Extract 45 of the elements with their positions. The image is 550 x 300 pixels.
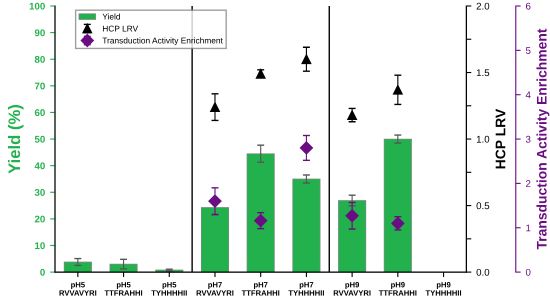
y3-tick-label: 6: [526, 2, 530, 10]
y-tick-label: 10: [35, 242, 45, 250]
y2-tick-label: 1.5: [476, 69, 490, 76]
legend-label: HCP LRV: [102, 26, 138, 32]
point: [208, 194, 222, 208]
point: [300, 141, 313, 155]
y2-axis-title: HCP LRV: [496, 108, 506, 168]
y3-tick-label: 0: [526, 268, 531, 276]
y-tick-label: 60: [34, 109, 45, 116]
point: [391, 216, 404, 230]
legend-label: Yield: [102, 14, 120, 20]
y-axis-title: Yield (%): [8, 105, 24, 174]
point: [346, 209, 359, 222]
y-tick-label: 30: [34, 189, 45, 196]
y-tick-label: 70: [34, 82, 45, 90]
bar: [292, 178, 320, 272]
point: [256, 68, 266, 79]
y-tick-label: 100: [30, 2, 45, 10]
legend-label: Transduction Activity Enrichment: [102, 37, 223, 46]
y-tick-label: 0: [40, 268, 45, 276]
bar: [384, 138, 412, 272]
y-tick-label: 20: [34, 216, 45, 222]
bar: [200, 207, 230, 272]
y-tick-label: 50: [34, 136, 45, 143]
y2-tick-label: 1.0: [476, 136, 490, 143]
y3-tick-label: 3: [526, 136, 530, 143]
bar: [64, 262, 92, 272]
bar: [338, 200, 366, 272]
bar: [246, 153, 275, 272]
point: [254, 214, 268, 228]
y-tick-label: 90: [34, 29, 45, 36]
y-tick-label: 40: [34, 162, 45, 170]
y3-tick-label: 1: [526, 224, 530, 232]
point: [392, 84, 403, 95]
point: [347, 110, 357, 120]
y3-tick-label: 4: [526, 92, 531, 98]
point: [210, 102, 220, 112]
y2-tick-label: 0.5: [476, 202, 490, 210]
y3-axis-title: Transduction Activity Enrichment: [536, 28, 550, 250]
y2-tick-label: 0.0: [476, 268, 490, 276]
y-tick-label: 80: [34, 56, 45, 63]
point: [302, 54, 312, 64]
y3-tick-label: 5: [526, 47, 530, 54]
y3-tick-label: 2: [526, 180, 530, 187]
y2-tick-label: 2.0: [476, 2, 490, 10]
